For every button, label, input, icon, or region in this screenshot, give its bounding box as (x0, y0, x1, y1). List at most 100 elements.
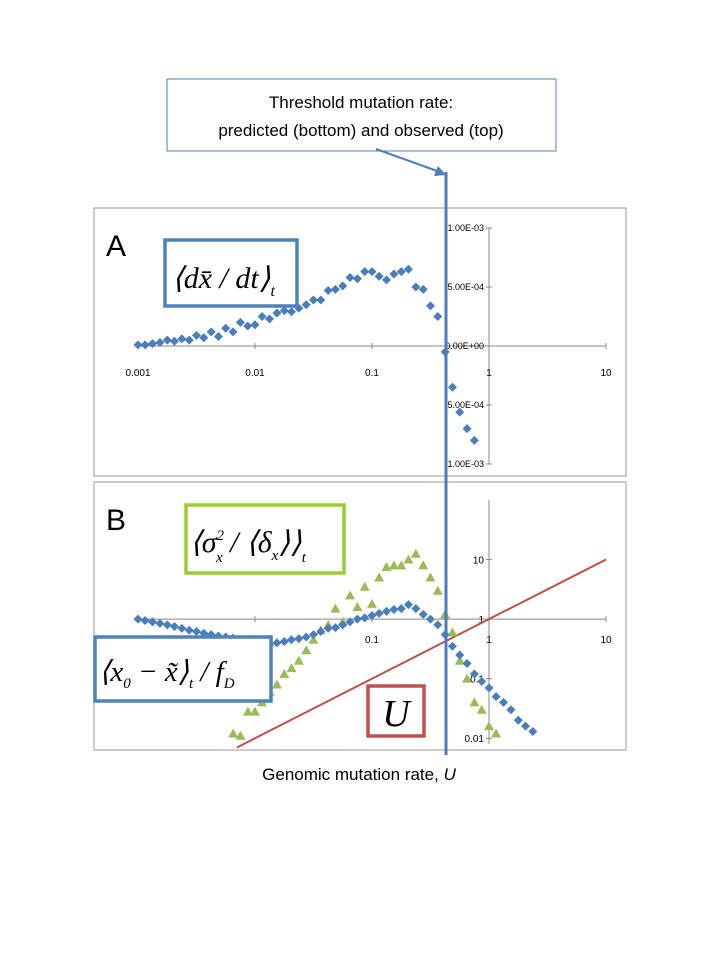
panel-a-point (213, 332, 223, 342)
panel-a-point (257, 312, 267, 321)
panel-a-x-tick-label: 0.001 (125, 368, 150, 379)
panel-b-blue-point (301, 632, 311, 642)
panel-b-blue-point (462, 658, 472, 668)
panel-b-green-point (410, 548, 421, 558)
dxdt-annotation-text: ⟨dx̄ / dt⟩t (172, 262, 275, 300)
panel-a-point (389, 269, 399, 279)
panel-b-blue-point (403, 600, 413, 610)
panel-b-x-tick-label: 10 (600, 635, 612, 646)
panel-b-green-point (425, 572, 436, 582)
panel-b-green-point (271, 679, 282, 689)
variance-annotation: ⟨σ2 x / ⟨δx⟩⟩t (184, 503, 346, 575)
panel-b-blue-point (338, 620, 348, 630)
panel-a-y-tick-label: 5.00E-04 (447, 282, 484, 292)
panel-b-green-point (367, 598, 377, 608)
panel-a-point (162, 335, 172, 345)
panel-b-blue-point (411, 604, 421, 614)
u-annotation-box (366, 684, 426, 738)
panel-b-blue-point (360, 613, 370, 623)
panel-a-point (235, 317, 245, 327)
panel-a-point (352, 274, 362, 284)
panel-b-blue-point (162, 620, 172, 630)
panel-a-point (396, 267, 406, 277)
panel-b-green-point (301, 645, 312, 655)
panel-b-blue-point (279, 637, 289, 647)
panel-b-blue-point (447, 641, 457, 651)
panel-a-point (469, 435, 479, 445)
panel-b-blue-point (484, 683, 494, 693)
panel-b-blue-point (528, 726, 538, 736)
panel-b-green-point (403, 554, 414, 564)
panel-b-green-point (235, 730, 246, 740)
panel-b-blue-point (184, 625, 194, 635)
panel-b-green-point (462, 673, 473, 683)
panel-a-y-tick-label: 0.00E+00 (445, 341, 484, 351)
callout-line-2: predicted (bottom) and observed (top) (218, 121, 503, 140)
panel-a-point (191, 330, 201, 340)
panel-b-blue-point (177, 623, 187, 633)
panel-b-blue-point (147, 617, 157, 627)
panel-b-green-point (388, 560, 399, 570)
panel-b-green-point (447, 627, 458, 637)
panel-b-blue-point (469, 669, 479, 679)
panel-a: 0.001 0.01 0.1 1 10 1.00E-03 5.00E-04 0.00E+00 -… (125, 223, 612, 469)
panel-b-green-point (359, 581, 370, 591)
x-axis-label: Genomic mutation rate, U (262, 765, 456, 784)
panel-a-point (228, 327, 238, 337)
panel-b-blue-point (352, 614, 362, 624)
panel-b-green-point (418, 560, 429, 570)
panel-b-green-point (476, 704, 487, 714)
panel-b-blue-point (155, 618, 165, 628)
panel-a-point (462, 424, 472, 434)
panel-a-point (301, 300, 311, 310)
callout-arrow (375, 148, 441, 173)
panel-b-green-point (352, 601, 363, 611)
panel-a-point (308, 295, 318, 305)
callout-arrow-head (434, 166, 446, 176)
panel-a-point (425, 301, 435, 311)
panel-a-point (345, 273, 355, 283)
panel-b-blue-point (506, 705, 516, 715)
panel-b-blue-point (477, 676, 487, 686)
panel-a-point (286, 307, 296, 317)
panel-a-point (367, 267, 377, 277)
panel-a-point (316, 295, 326, 305)
panel-a-point (279, 306, 289, 316)
panel-a-point (360, 267, 370, 277)
variance-annotation-box (184, 503, 346, 575)
panel-b-blue-point (323, 623, 333, 633)
u-annotation: U (366, 684, 426, 738)
panel-b-green-point (279, 668, 290, 678)
panel-a-point (272, 308, 282, 318)
panel-a-point (374, 271, 384, 281)
panel-b-blue-point (316, 626, 326, 636)
panel-b-green-point (374, 572, 385, 582)
panel-b-u-line (236, 558, 607, 749)
panel-a-x-tick-label: 0.1 (365, 368, 379, 379)
panel-a-y-tick-label: 1.00E-03 (447, 223, 484, 233)
panel-a-point (147, 339, 157, 349)
panel-a-point (169, 336, 179, 346)
panel-a-point (133, 340, 143, 350)
panel-a-point (221, 323, 231, 333)
panel-a-point (433, 312, 443, 321)
panel-b-x-tick-label: 0.1 (365, 635, 379, 646)
panel-b-label: B (106, 504, 126, 537)
panel-b-blue-point (381, 606, 391, 616)
panel-b-blue-point (520, 721, 530, 731)
threshold-callout: Threshold mutation rate: predicted (bott… (166, 78, 557, 152)
panel-b-blue-point (133, 614, 143, 624)
panel-b-green-point (345, 590, 356, 600)
panel-a-point (177, 334, 187, 344)
panel-a-x-tick-label: 10 (600, 368, 612, 379)
panel-b-y-tick-label: 1 (478, 615, 484, 626)
panel-b-green-point (242, 706, 253, 716)
panel-b-blue-point (308, 630, 318, 640)
panel-b-blue-point (491, 692, 501, 702)
x0-annotation-box (93, 635, 273, 703)
panel-b-y-tick-label: 0.01 (465, 734, 485, 745)
panel-a-point (447, 382, 457, 392)
panel-a-point (330, 284, 340, 294)
